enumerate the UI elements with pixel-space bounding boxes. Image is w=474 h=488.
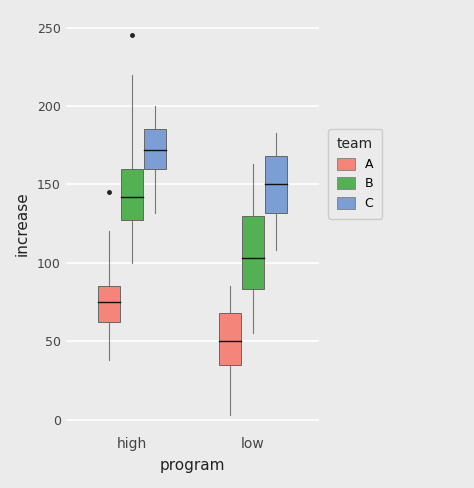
Y-axis label: increase: increase (15, 191, 30, 256)
Bar (121, 169, 143, 221)
Bar (265, 156, 287, 213)
Legend: A, B, C: A, B, C (328, 128, 382, 219)
Bar (144, 129, 166, 169)
Bar (242, 216, 264, 289)
X-axis label: program: program (160, 458, 225, 473)
Bar (219, 313, 241, 365)
Bar (98, 286, 120, 323)
